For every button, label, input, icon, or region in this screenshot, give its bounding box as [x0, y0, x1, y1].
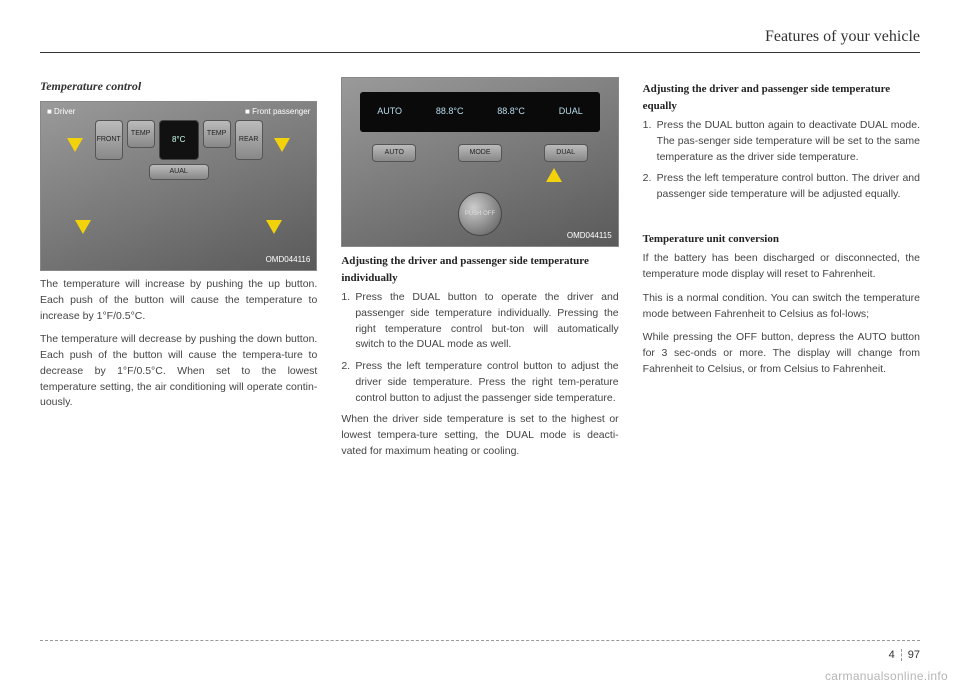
dual-button: DUAL — [544, 144, 588, 162]
list-item: Press the DUAL button again to deactivat… — [643, 118, 920, 165]
dual-button: AUAL — [149, 164, 209, 180]
disp-right: 88.8°C — [497, 105, 525, 119]
body-paragraph: This is a normal condition. You can swit… — [643, 291, 920, 323]
temp-left-button: TEMP — [127, 120, 155, 148]
display-strip: AUTO 88.8°C 88.8°C DUAL — [360, 92, 599, 132]
knob: PUSH OFF — [458, 192, 502, 236]
numbered-list: Press the DUAL button again to deactivat… — [643, 118, 920, 203]
front-button: FRONT — [95, 120, 123, 160]
caption-driver: ■ Driver — [47, 106, 75, 118]
body-paragraph: When the driver side temperature is set … — [341, 412, 618, 459]
list-item: Press the left temperature control butto… — [341, 359, 618, 406]
figure-dual-control: AUTO 88.8°C 88.8°C DUAL AUTO MODE DUAL P… — [341, 77, 618, 247]
page-footer: 4 97 — [40, 640, 920, 663]
rear-button: REAR — [235, 120, 263, 160]
sub-heading: Adjusting the driver and passenger side … — [643, 81, 920, 114]
figure-temp-control: ■ Driver ■ Front passenger FRONT TEMP 8°… — [40, 101, 317, 271]
list-item: Press the DUAL button to operate the dri… — [341, 290, 618, 353]
disp-auto: AUTO — [377, 105, 402, 119]
column-2: AUTO 88.8°C 88.8°C DUAL AUTO MODE DUAL P… — [341, 77, 618, 468]
disp-dual: DUAL — [559, 105, 583, 119]
arrow-icon — [266, 220, 282, 234]
watermark: carmanualsonline.info — [825, 669, 948, 683]
mode-button: MODE — [458, 144, 502, 162]
body-paragraph: The temperature will decrease by pushing… — [40, 332, 317, 411]
arrow-icon — [274, 138, 290, 152]
content-columns: Temperature control ■ Driver ■ Front pas… — [40, 77, 920, 468]
arrow-icon — [546, 168, 562, 182]
column-3: Adjusting the driver and passenger side … — [643, 77, 920, 468]
temp-right-button: TEMP — [203, 120, 231, 148]
arrow-icon — [67, 138, 83, 152]
section-title: Temperature control — [40, 77, 317, 95]
body-paragraph: The temperature will increase by pushing… — [40, 277, 317, 324]
column-1: Temperature control ■ Driver ■ Front pas… — [40, 77, 317, 468]
center-display: 8°C — [159, 120, 199, 160]
list-item: Press the left temperature control butto… — [643, 171, 920, 203]
chapter-number: 4 — [889, 649, 902, 661]
sub-heading: Adjusting the driver and passenger side … — [341, 253, 618, 286]
arrow-icon — [75, 220, 91, 234]
disp-left: 88.8°C — [436, 105, 464, 119]
figure-id: OMD044115 — [567, 230, 612, 242]
auto-button: AUTO — [372, 144, 416, 162]
figure-id: OMD044116 — [266, 254, 311, 266]
caption-front-passenger: ■ Front passenger — [245, 106, 310, 118]
sub-heading: Temperature unit conversion — [643, 231, 920, 248]
page-number: 4 97 — [889, 649, 920, 661]
page-number-value: 97 — [908, 649, 920, 661]
body-paragraph: While pressing the OFF button, depress t… — [643, 330, 920, 377]
body-paragraph: If the battery has been discharged or di… — [643, 251, 920, 283]
page-header: Features of your vehicle — [40, 28, 920, 53]
lower-buttons: AUTO MODE DUAL — [372, 144, 587, 162]
header-title: Features of your vehicle — [765, 28, 920, 45]
numbered-list: Press the DUAL button to operate the dri… — [341, 290, 618, 406]
